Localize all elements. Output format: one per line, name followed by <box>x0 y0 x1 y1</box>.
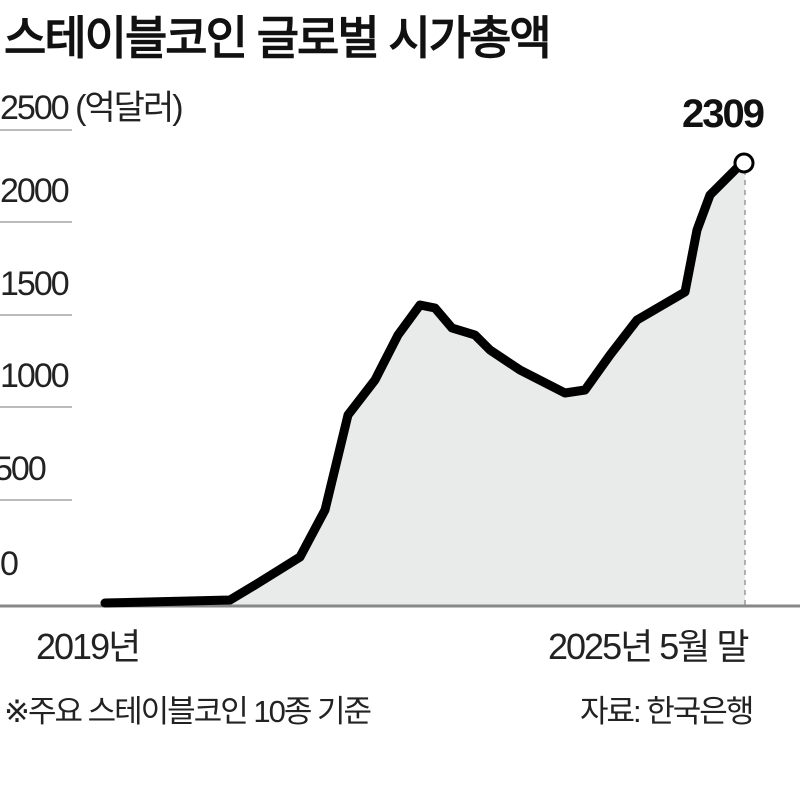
y-tick-1500: 1500 <box>0 265 70 303</box>
footnote: ※주요 스테이블코인 10종 기준 <box>4 694 372 729</box>
end-value-callout: 2309 <box>682 92 765 136</box>
end-point-marker <box>733 152 755 174</box>
y-tick-0: 0 <box>0 545 19 583</box>
y-tick-500: 500 <box>0 450 47 488</box>
gridlines <box>0 129 72 501</box>
data-line <box>100 162 743 608</box>
x-label-end: 2025년 5월 말 <box>548 626 749 667</box>
source-label: 자료: 한국은행 <box>580 694 754 729</box>
y-tick-2000: 2000 <box>0 172 70 210</box>
chart-title: 스테이블코인 글로벌 시가총액 <box>4 12 552 64</box>
y-axis-unit-label: 2500 (억달러) <box>0 89 184 127</box>
y-tick-1000: 1000 <box>0 357 70 395</box>
area-fill <box>105 165 745 605</box>
x-label-start: 2019년 <box>36 626 141 667</box>
